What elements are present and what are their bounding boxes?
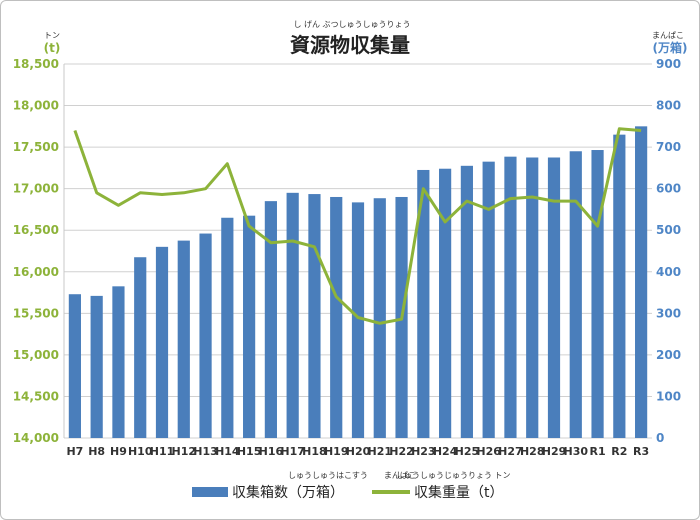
bar-H15 bbox=[243, 215, 256, 438]
right-tick-label: 600 bbox=[656, 182, 681, 196]
legend-bar-label: 収集箱数（万箱） bbox=[232, 484, 344, 501]
title-ruby: し げん ぶつしゅうしゅうりょう bbox=[293, 20, 410, 29]
right-axis-ticks: 0 100 200 300 400 500 600 700 800 900 bbox=[656, 57, 681, 445]
x-tick-label: H10 bbox=[128, 445, 153, 458]
bar-H26 bbox=[482, 161, 495, 438]
x-tick-label: H29 bbox=[542, 445, 567, 458]
legend-line-label: 収集重量（t） bbox=[414, 484, 504, 501]
bar-H30 bbox=[569, 151, 582, 438]
x-tick-label: R2 bbox=[611, 445, 627, 458]
bar-H24 bbox=[439, 168, 452, 438]
bar-H27 bbox=[504, 156, 517, 438]
bar-H21 bbox=[373, 198, 386, 438]
right-tick-label: 800 bbox=[656, 99, 681, 113]
bar-H17 bbox=[286, 192, 299, 438]
x-tick-label: H22 bbox=[389, 445, 414, 458]
right-tick-label: 900 bbox=[656, 57, 681, 71]
bar-H7 bbox=[68, 294, 81, 438]
chart-title: 資源物収集量 bbox=[290, 33, 410, 57]
right-axis-unit-ruby: まんぱこ bbox=[652, 31, 684, 40]
bar-H8 bbox=[90, 295, 103, 438]
right-tick-label: 500 bbox=[656, 223, 681, 237]
bar-H13 bbox=[199, 233, 212, 438]
left-tick-label: 15,000 bbox=[13, 348, 59, 362]
x-tick-label: R3 bbox=[633, 445, 649, 458]
left-tick-label: 17,500 bbox=[13, 140, 59, 154]
bar-H18 bbox=[308, 194, 321, 438]
bar-R3 bbox=[635, 126, 648, 438]
left-tick-label: 18,500 bbox=[13, 57, 59, 71]
x-tick-label: H20 bbox=[346, 445, 371, 458]
x-tick-label: H19 bbox=[324, 445, 349, 458]
bar-R1 bbox=[591, 150, 604, 438]
legend-line-ruby: しゅうしゅうじゅうりょう トン bbox=[396, 471, 511, 480]
x-tick-label: H30 bbox=[564, 445, 589, 458]
right-tick-label: 0 bbox=[656, 431, 664, 445]
bar-H20 bbox=[351, 202, 365, 438]
left-tick-label: 16,500 bbox=[13, 223, 59, 237]
bar-series bbox=[68, 126, 648, 439]
right-tick-label: 700 bbox=[656, 140, 681, 154]
left-axis-unit-ruby: トン bbox=[44, 31, 60, 40]
x-tick-label: H14 bbox=[215, 445, 240, 458]
legend-bar-ruby: しゅうしゅうはこすう まんぱこ bbox=[288, 471, 416, 480]
right-tick-label: 300 bbox=[656, 306, 681, 320]
x-tick-label: H16 bbox=[259, 445, 284, 458]
bar-H19 bbox=[330, 196, 343, 438]
x-tick-label: H25 bbox=[455, 445, 480, 458]
x-tick-label: H23 bbox=[411, 445, 436, 458]
x-tick-label: H26 bbox=[476, 445, 501, 458]
x-tick-label: H8 bbox=[88, 445, 105, 458]
bar-H9 bbox=[112, 286, 125, 438]
bar-H11 bbox=[155, 246, 169, 438]
right-tick-label: 400 bbox=[656, 265, 681, 279]
left-axis-unit: (t) bbox=[44, 41, 61, 55]
left-tick-label: 17,000 bbox=[13, 182, 59, 196]
x-tick-label: H11 bbox=[150, 445, 175, 458]
left-tick-label: 14,500 bbox=[13, 389, 59, 403]
left-axis-ticks: 14,000 14,500 15,000 15,500 16,000 16,500 17,0… bbox=[13, 57, 59, 445]
x-tick-label: H18 bbox=[302, 445, 327, 458]
x-tick-label: H28 bbox=[520, 445, 545, 458]
bar-H12 bbox=[177, 240, 190, 438]
bar-H25 bbox=[460, 165, 473, 439]
left-tick-label: 16,000 bbox=[13, 265, 59, 279]
right-tick-label: 100 bbox=[656, 389, 681, 403]
left-tick-label: 14,000 bbox=[13, 431, 59, 445]
legend: 収集箱数（万箱） 収集重量（t） bbox=[192, 484, 504, 501]
x-tick-label: H17 bbox=[280, 445, 305, 458]
right-tick-label: 200 bbox=[656, 348, 681, 362]
x-tick-label: R1 bbox=[589, 445, 605, 458]
line-series bbox=[73, 127, 642, 325]
left-tick-label: 15,500 bbox=[13, 306, 59, 320]
x-tick-label: H21 bbox=[368, 445, 393, 458]
x-tick-label: H13 bbox=[193, 445, 218, 458]
x-tick-label: H7 bbox=[66, 445, 83, 458]
bar-H10 bbox=[134, 257, 147, 438]
right-axis-unit: (万箱) bbox=[653, 40, 688, 55]
x-tick-label: H15 bbox=[237, 445, 262, 458]
x-axis-ticks: H7 H8 H9 H10H11H12H13H14H15H16H17H18H19H20H… bbox=[66, 445, 649, 458]
bar-H23 bbox=[417, 169, 430, 438]
bar-R2 bbox=[613, 134, 626, 438]
x-tick-label: H12 bbox=[172, 445, 197, 458]
left-tick-label: 18,000 bbox=[13, 99, 59, 113]
bar-H29 bbox=[547, 157, 561, 438]
legend-bar-swatch bbox=[192, 487, 228, 497]
x-tick-label: H9 bbox=[110, 445, 127, 458]
bar-H14 bbox=[221, 217, 234, 438]
x-tick-label: H27 bbox=[498, 445, 523, 458]
x-tick-label: H24 bbox=[433, 445, 458, 458]
bar-H28 bbox=[526, 157, 539, 438]
bar-H16 bbox=[264, 201, 277, 438]
